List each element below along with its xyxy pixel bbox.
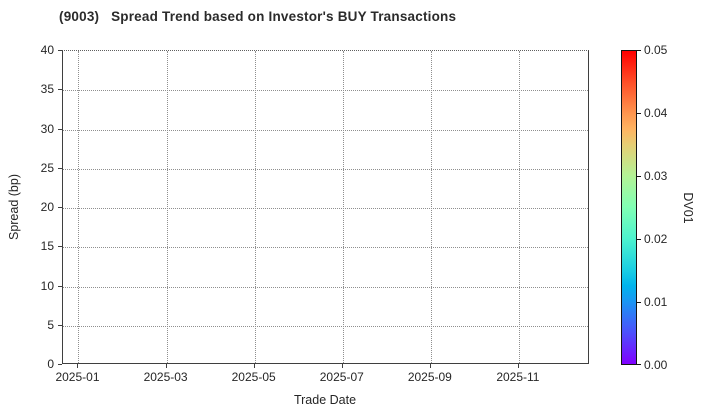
y-gridline <box>63 325 588 327</box>
y-tick-label: 35 <box>40 82 54 97</box>
colorbar-tick-mark <box>637 302 641 303</box>
y-tick-mark <box>58 285 62 287</box>
x-tick-mark <box>77 364 79 368</box>
y-gridline <box>63 129 588 131</box>
y-tick-mark <box>58 50 62 51</box>
colorbar-label: DV01 <box>681 192 695 224</box>
x-gridline <box>254 51 256 363</box>
colorbar-tick-label: 0.00 <box>644 358 668 372</box>
y-tick-mark <box>58 167 62 169</box>
y-tick-label: 30 <box>40 121 54 136</box>
x-tick-label: 2025-11 <box>496 370 540 384</box>
colorbar-tick-mark <box>637 239 641 240</box>
colorbar-tick-label: 0.04 <box>644 106 668 120</box>
colorbar-tick-mark <box>637 364 641 365</box>
x-gridline <box>78 51 80 363</box>
colorbar-tick-label: 0.03 <box>644 169 668 183</box>
y-tick-label: 40 <box>40 43 54 57</box>
plot-area <box>62 50 589 364</box>
x-gridline <box>430 51 432 363</box>
colorbar <box>621 50 637 365</box>
y-tick-mark <box>58 207 62 208</box>
colorbar-tick-label: 0.01 <box>644 295 668 309</box>
y-tick-label: 20 <box>40 200 54 214</box>
y-tick-mark <box>58 128 62 130</box>
x-gridline <box>166 51 168 363</box>
x-tick-mark <box>253 364 255 368</box>
y-gridline <box>63 247 588 249</box>
x-tick-label: 2025-07 <box>319 370 364 384</box>
x-tick-mark <box>429 364 431 368</box>
y-gridline <box>63 168 588 170</box>
chart-title: (9003) Spread Trend based on Investor's … <box>59 9 457 24</box>
y-tick-mark <box>58 324 62 326</box>
y-tick-label: 0 <box>47 357 54 371</box>
colorbar-tick-mark <box>637 50 641 51</box>
colorbar-tick-mark <box>637 176 641 177</box>
x-tick-mark <box>517 364 519 368</box>
y-tick-label: 5 <box>47 317 54 332</box>
y-tick-mark <box>58 364 62 365</box>
colorbar-tick-mark <box>637 113 641 114</box>
y-gridline <box>63 208 588 209</box>
y-gridline <box>63 286 588 288</box>
x-tick-label: 2025-01 <box>55 370 100 384</box>
x-tick-label: 2025-05 <box>231 370 276 384</box>
x-axis-label: Trade Date <box>293 393 357 407</box>
x-tick-mark <box>341 364 343 368</box>
y-axis-label: Spread (bp) <box>7 174 21 241</box>
x-tick-label: 2025-09 <box>407 370 452 384</box>
y-tick-label: 15 <box>40 239 54 254</box>
x-tick-mark <box>165 364 167 368</box>
x-gridline <box>342 51 344 363</box>
colorbar-tick-label: 0.05 <box>644 43 668 57</box>
y-tick-label: 25 <box>40 160 54 175</box>
x-gridline <box>518 51 520 363</box>
y-tick-mark <box>58 246 62 248</box>
y-gridline <box>63 90 588 92</box>
x-tick-label: 2025-03 <box>143 370 188 384</box>
y-tick-label: 10 <box>40 278 54 293</box>
y-tick-mark <box>58 89 62 91</box>
colorbar-tick-label: 0.02 <box>644 232 668 246</box>
